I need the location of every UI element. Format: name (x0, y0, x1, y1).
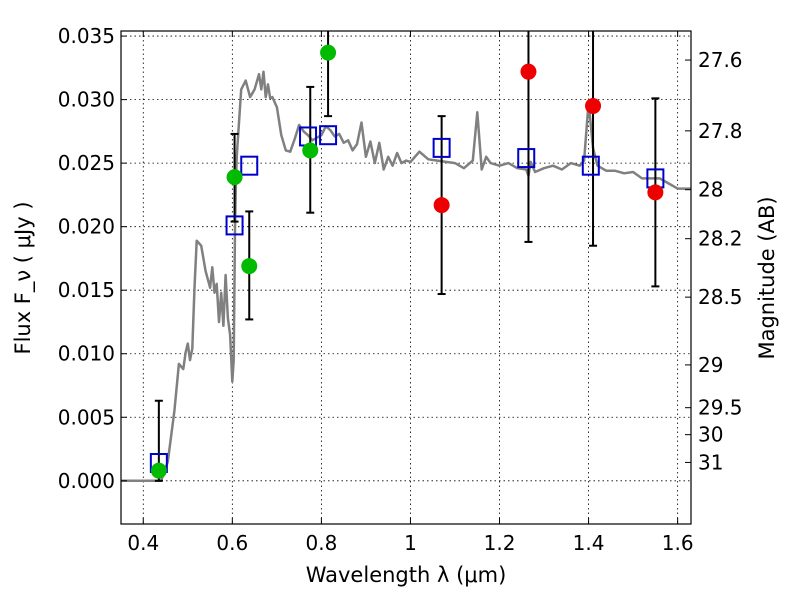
y-tick-label: 0.015 (58, 278, 115, 302)
optical-point (226, 169, 243, 186)
right-tick-label: 28 (698, 178, 723, 202)
optical-point (320, 44, 337, 61)
right-tick-label: 27.6 (698, 48, 743, 72)
x-tick-label: 0.8 (305, 531, 337, 555)
right-tick-label: 27.8 (698, 119, 743, 143)
optical-point (241, 258, 258, 275)
right-tick-label: 30 (698, 423, 723, 447)
right-tick-label: 28.2 (698, 227, 743, 251)
x-tick-label: 1.6 (662, 531, 694, 555)
x-tick-label: 1 (404, 531, 417, 555)
ir-observations (433, 63, 664, 214)
y-tick-label: 0.030 (58, 88, 115, 112)
right-axis-ticks: 27.6 27.8 28 28.2 28.5 29 29.5 30 31 (685, 48, 743, 474)
model-spectrum (121, 70, 691, 483)
model-point-square (240, 155, 259, 176)
y-tick-label: 0.000 (58, 469, 115, 493)
y-tick-label: 0.005 (58, 405, 115, 429)
plot-frame (120, 30, 692, 525)
x-tick-label: 1.4 (573, 531, 605, 555)
optical-point (302, 142, 319, 159)
optical-observations (150, 44, 337, 479)
right-tick-label: 29.5 (698, 396, 743, 420)
y-axis-label: Flux F_ν ( μJy ) (11, 201, 36, 354)
x-tick-label: 0.6 (216, 531, 248, 555)
error-bars (154, 31, 660, 482)
x-tick-label: 0.4 (127, 531, 159, 555)
model-point-square (319, 125, 338, 146)
right-tick-label: 28.5 (698, 285, 743, 309)
model-point-square (581, 155, 600, 176)
model-spectrum-line (121, 70, 691, 483)
y-tick-label: 0.035 (58, 24, 115, 48)
ir-point (647, 184, 664, 201)
model-point-square (517, 148, 536, 169)
y-tick-label: 0.020 (58, 215, 115, 239)
optical-point (150, 462, 167, 479)
x-axis-ticks: 0.4 0.6 0.8 1 1.2 1.4 1.6 (127, 31, 694, 555)
x-tick-label: 1.2 (484, 531, 516, 555)
model-point-square (432, 137, 451, 158)
ir-point (585, 97, 602, 114)
right-tick-label: 29 (698, 353, 723, 377)
grid (121, 31, 691, 524)
right-tick-label: 31 (698, 450, 723, 474)
model-point-square (225, 215, 244, 236)
y-axis-ticks: 0.000 0.005 0.010 0.015 0.020 0.025 0.030 0.035 (58, 24, 127, 493)
x-axis-label: Wavelength λ (μm) (306, 563, 507, 587)
ir-point (520, 63, 537, 80)
right-axis-label: Magnitude (AB) (755, 196, 779, 359)
y-tick-label: 0.010 (58, 342, 115, 366)
y-tick-label: 0.025 (58, 151, 115, 175)
ir-point (433, 197, 450, 214)
